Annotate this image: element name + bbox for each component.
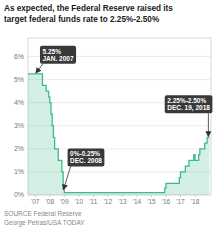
x-tick <box>64 195 65 197</box>
x-tick <box>151 195 152 197</box>
chart: As expected, the Federal Reserve raised … <box>0 0 218 231</box>
rate-area <box>28 74 210 195</box>
annotation-arrow <box>36 64 43 73</box>
source-note: George Petras/USA TODAY <box>4 219 85 227</box>
grid-line <box>28 79 211 80</box>
x-tick <box>78 195 79 197</box>
annotation-box <box>40 46 76 64</box>
x-tick-label: '16 <box>162 198 171 205</box>
x-tick-label: '13 <box>118 198 127 205</box>
x-tick <box>195 195 196 197</box>
x-tick <box>93 195 94 197</box>
annotation-sublabel: DEC. 19, 2018 <box>167 104 210 112</box>
x-tick-label: '12 <box>104 198 113 205</box>
x-tick <box>180 195 181 197</box>
source-note: SOURCE Federal Reserve <box>4 210 82 217</box>
x-tick <box>107 195 108 197</box>
x-tick-label: '09 <box>60 198 69 205</box>
rate-line <box>28 74 210 193</box>
annotation: 2.25%-2.50%DEC. 19, 2018 <box>165 95 213 136</box>
annotation-sublabel: DEC. 2008 <box>70 157 102 164</box>
x-tick-label: '18 <box>191 198 200 205</box>
x-tick <box>49 195 50 197</box>
annotation: 0%-0.25%DEC. 2008 <box>64 148 105 189</box>
title: As expected, the Federal Reserve raised … <box>4 4 173 24</box>
x-tick-label: '08 <box>46 198 55 205</box>
x-tick-label: '10 <box>75 198 84 205</box>
x-tick <box>165 195 166 197</box>
annotation-sublabel: JAN. 2007 <box>42 55 73 62</box>
x-tick-label: '15 <box>147 198 156 205</box>
x-tick-label: '14 <box>133 198 142 205</box>
annotation: 5.25%JAN. 2007 <box>36 46 76 73</box>
y-tick-label: 0% <box>14 191 24 198</box>
x-tick <box>136 195 137 197</box>
annotation-box <box>68 148 105 166</box>
annotation-label: 2.25%-2.50% <box>167 97 206 104</box>
annotation-arrow <box>64 166 71 189</box>
annotation-arrow <box>208 113 209 136</box>
y-tick-label: 2% <box>14 145 24 152</box>
annotation-box <box>165 95 213 113</box>
y-tick-label: 1% <box>14 168 24 175</box>
plot-area <box>28 74 210 195</box>
y-tick-label: 4% <box>14 99 24 106</box>
y-tick-label: 6% <box>14 53 24 60</box>
x-tick-label: '07 <box>31 198 40 205</box>
x-tick-label: '17 <box>176 198 185 205</box>
y-tick-label: 5% <box>14 76 24 83</box>
grid-line <box>28 125 211 126</box>
y-tick-label: 3% <box>14 122 24 129</box>
annotation-label: 5.25% <box>42 48 61 55</box>
x-tick <box>122 195 123 197</box>
x-tick-label: '11 <box>89 198 97 205</box>
plot-frame <box>28 38 211 195</box>
x-tick <box>35 195 36 197</box>
annotation-label: 0%-0.25% <box>70 150 100 157</box>
